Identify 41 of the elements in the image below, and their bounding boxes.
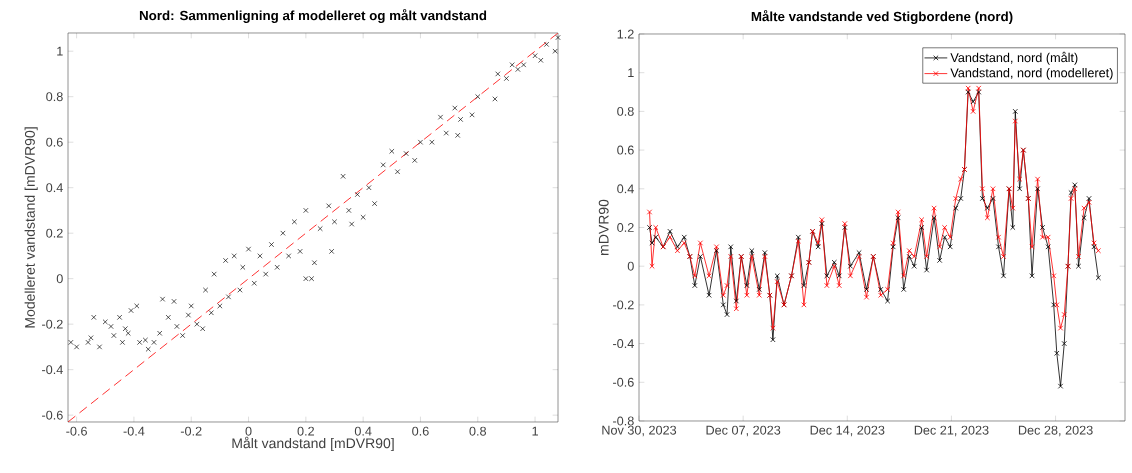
legend-label: Vandstand, nord (modelleret) <box>950 68 1113 80</box>
y-axis-title: Modelleret vandstand [mDVR90] <box>24 127 38 328</box>
y-axis-title: mDVR90 <box>598 199 609 255</box>
y-tick-label: 1.2 <box>617 29 634 39</box>
y-tick-label: -0.6 <box>613 377 634 387</box>
y-tick-label: 0.4 <box>46 183 63 193</box>
x-tick-label: -0.6 <box>66 426 87 436</box>
x-tick-label: Dec 28, 2023 <box>1018 425 1093 437</box>
y-tick-label: 0.8 <box>46 92 63 102</box>
x-tick-label: -0.2 <box>180 426 202 436</box>
y-tick-label: -0.4 <box>613 339 634 349</box>
x-tick-label: Dec 07, 2023 <box>706 425 781 437</box>
x-tick-label: -0.4 <box>123 426 145 436</box>
y-tick-label: 1 <box>628 68 634 78</box>
x-tick-label: 0.4 <box>354 426 372 436</box>
y-tick-label: 0.2 <box>617 223 634 232</box>
x-tick-label: 0.6 <box>412 426 429 436</box>
x-axis-title: Målt vandstand [mDVR90] <box>232 436 394 452</box>
x-tick-label: 0.8 <box>469 426 487 436</box>
x-tick-label: 1 <box>532 426 538 436</box>
y-tick-label: 0.8 <box>617 106 634 116</box>
chart-title: Nord: Sammenligning af modelleret og målt vandstand <box>139 9 487 23</box>
y-tick-label: 0.4 <box>617 184 634 194</box>
x-tick-label: Dec 14, 2023 <box>810 425 885 437</box>
y-tick-label: -0.2 <box>42 319 63 329</box>
y-tick-label: -0.4 <box>42 365 63 375</box>
x-tick-label: 0.2 <box>297 426 315 436</box>
y-tick-label: -0.6 <box>42 410 63 420</box>
y-tick-label: -0.2 <box>613 300 634 310</box>
x-tick-label: Dec 21, 2023 <box>914 425 989 437</box>
x-tick-label: 0 <box>245 426 252 436</box>
y-tick-label: 0 <box>56 274 63 284</box>
chart-title: Målte vandstande ved Stigbordene (nord) <box>751 10 1013 24</box>
y-tick-label: 0.6 <box>46 137 63 147</box>
y-tick-label: 0 <box>627 261 634 271</box>
y-tick-label: 0.2 <box>46 228 63 238</box>
y-tick-label: -0.8 <box>613 416 634 426</box>
y-tick-label: 0.6 <box>617 145 634 155</box>
y-tick-label: 1 <box>57 46 63 56</box>
legend-label: Vandstand, nord (målt) <box>950 51 1078 65</box>
x-tick-label: Nov 30, 2023 <box>602 425 677 437</box>
